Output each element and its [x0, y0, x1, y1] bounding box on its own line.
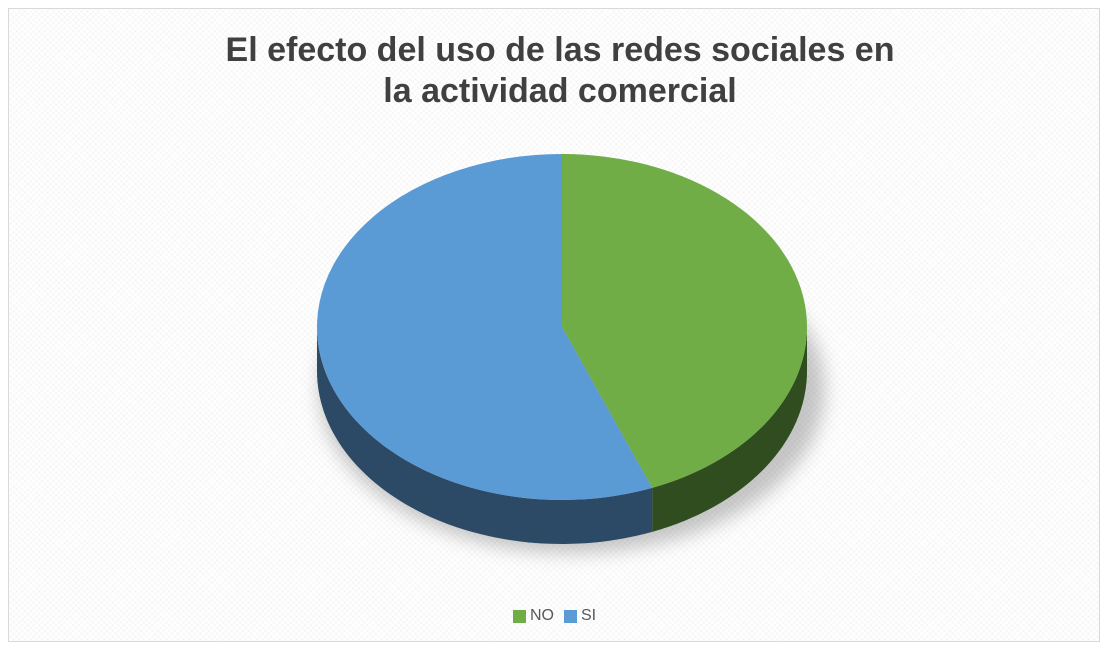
pie-slice-no	[562, 154, 807, 488]
chart-title-line-1: El efecto del uso de las redes sociales …	[225, 31, 895, 69]
pie-side-no	[652, 327, 807, 532]
chart-title: El efecto del uso de las redes sociales …	[180, 30, 940, 112]
chart-title-line-2: la actividad comercial	[383, 72, 737, 110]
pie-slice-si	[316, 154, 653, 500]
legend-swatch-no	[512, 609, 526, 623]
legend-label-no: NO	[529, 607, 554, 624]
pie-side-si	[316, 327, 653, 544]
legend-item-no: NO	[512, 607, 554, 625]
legend-swatch-si	[563, 609, 577, 623]
legend-label-si: SI	[580, 607, 597, 624]
legend: NO SI	[0, 607, 1109, 625]
legend-item-si: SI	[563, 607, 597, 625]
